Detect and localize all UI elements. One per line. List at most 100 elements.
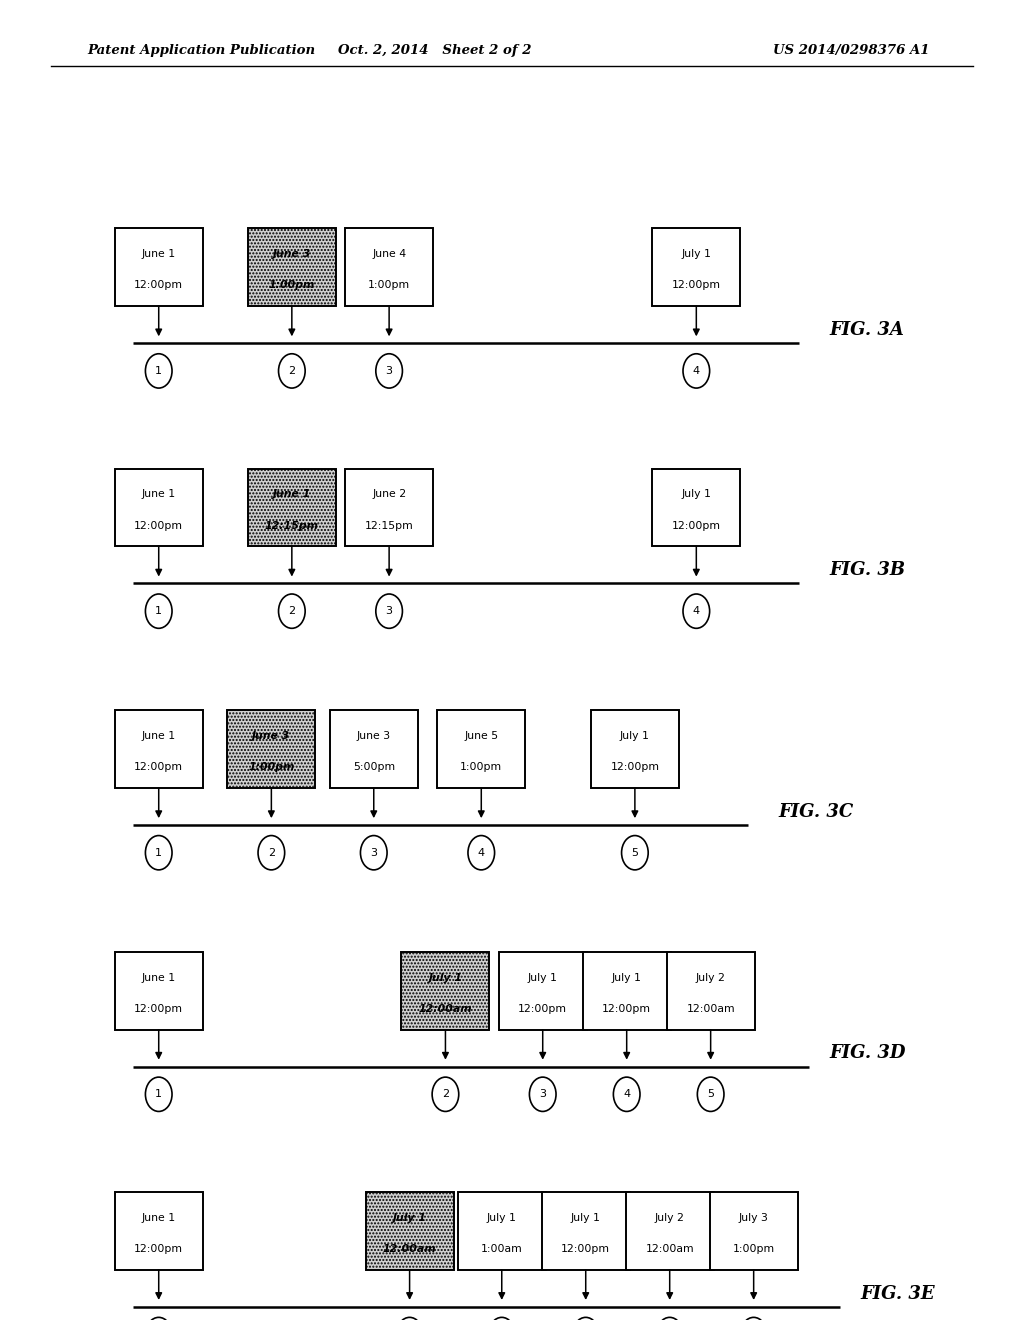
Text: July 1: July 1	[620, 731, 650, 741]
Text: 1:00am: 1:00am	[481, 1243, 522, 1254]
Text: 12:00pm: 12:00pm	[134, 280, 183, 290]
Text: 1:00pm: 1:00pm	[732, 1243, 775, 1254]
Text: July 2: July 2	[654, 1213, 685, 1222]
Circle shape	[279, 594, 305, 628]
Text: 5: 5	[708, 1089, 714, 1100]
FancyBboxPatch shape	[115, 952, 203, 1030]
Text: July 1: July 1	[527, 973, 558, 982]
Text: 4: 4	[624, 1089, 630, 1100]
Text: 12:00pm: 12:00pm	[134, 762, 183, 772]
Text: June 1: June 1	[272, 490, 311, 499]
Text: FIG. 3A: FIG. 3A	[829, 321, 904, 339]
Text: 12:00am: 12:00am	[383, 1243, 436, 1254]
Text: FIG. 3D: FIG. 3D	[829, 1044, 906, 1063]
Circle shape	[376, 354, 402, 388]
Text: FIG. 3C: FIG. 3C	[778, 803, 853, 821]
Text: 4: 4	[693, 606, 699, 616]
Text: Patent Application Publication: Patent Application Publication	[87, 44, 315, 57]
Text: 5: 5	[632, 847, 638, 858]
Text: July 1: July 1	[428, 973, 463, 982]
Circle shape	[360, 836, 387, 870]
Text: 5:00pm: 5:00pm	[352, 762, 395, 772]
Circle shape	[622, 836, 648, 870]
Circle shape	[697, 1077, 724, 1111]
FancyBboxPatch shape	[248, 228, 336, 306]
Text: 1:00pm: 1:00pm	[248, 762, 295, 772]
Text: June 4: June 4	[372, 249, 407, 259]
Text: 1: 1	[156, 847, 162, 858]
Text: 12:00pm: 12:00pm	[672, 280, 721, 290]
Text: 2: 2	[268, 847, 274, 858]
Text: 12:00pm: 12:00pm	[602, 1003, 651, 1014]
Circle shape	[145, 1077, 172, 1111]
Text: 3: 3	[540, 1089, 546, 1100]
Text: 3: 3	[386, 606, 392, 616]
Text: 12:00pm: 12:00pm	[561, 1243, 610, 1254]
FancyBboxPatch shape	[248, 469, 336, 546]
Text: 12:00pm: 12:00pm	[134, 1243, 183, 1254]
Text: 1:00pm: 1:00pm	[368, 280, 411, 290]
Text: July 1: July 1	[486, 1213, 517, 1222]
FancyBboxPatch shape	[115, 228, 203, 306]
Circle shape	[740, 1317, 767, 1320]
FancyBboxPatch shape	[542, 1192, 630, 1270]
FancyBboxPatch shape	[667, 952, 755, 1030]
Text: 1: 1	[156, 1089, 162, 1100]
Text: 2: 2	[289, 366, 295, 376]
Text: 1:00pm: 1:00pm	[460, 762, 503, 772]
Text: June 3: June 3	[252, 731, 291, 741]
FancyBboxPatch shape	[330, 710, 418, 788]
Circle shape	[396, 1317, 423, 1320]
FancyBboxPatch shape	[345, 469, 433, 546]
Text: 3: 3	[386, 366, 392, 376]
Text: 12:15pm: 12:15pm	[365, 520, 414, 531]
Text: 2: 2	[442, 1089, 449, 1100]
Text: 12:00pm: 12:00pm	[134, 1003, 183, 1014]
Text: 12:00pm: 12:00pm	[518, 1003, 567, 1014]
Text: 4: 4	[693, 366, 699, 376]
Text: June 1: June 1	[141, 973, 176, 982]
Text: July 3: July 3	[738, 1213, 769, 1222]
Text: June 1: June 1	[141, 490, 176, 499]
Text: 12:00am: 12:00am	[419, 1003, 472, 1014]
Circle shape	[145, 1317, 172, 1320]
Text: 2: 2	[289, 606, 295, 616]
FancyBboxPatch shape	[652, 228, 740, 306]
FancyBboxPatch shape	[626, 1192, 714, 1270]
Text: July 1: July 1	[392, 1213, 427, 1222]
Text: June 1: June 1	[141, 731, 176, 741]
FancyBboxPatch shape	[652, 469, 740, 546]
Text: 12:00pm: 12:00pm	[672, 520, 721, 531]
FancyBboxPatch shape	[710, 1192, 798, 1270]
Circle shape	[258, 836, 285, 870]
FancyBboxPatch shape	[345, 228, 433, 306]
Text: July 2: July 2	[695, 973, 726, 982]
Text: 12:00pm: 12:00pm	[610, 762, 659, 772]
Circle shape	[145, 594, 172, 628]
Circle shape	[279, 354, 305, 388]
Text: 12:15pm: 12:15pm	[265, 520, 318, 531]
Circle shape	[376, 594, 402, 628]
Circle shape	[683, 594, 710, 628]
Text: 4: 4	[478, 847, 484, 858]
Text: 1: 1	[156, 366, 162, 376]
Text: 1:00pm: 1:00pm	[268, 280, 315, 290]
Circle shape	[145, 354, 172, 388]
Text: June 3: June 3	[356, 731, 391, 741]
FancyBboxPatch shape	[115, 1192, 203, 1270]
FancyBboxPatch shape	[115, 710, 203, 788]
Text: FIG. 3E: FIG. 3E	[860, 1284, 935, 1303]
FancyBboxPatch shape	[401, 952, 489, 1030]
Text: 12:00am: 12:00am	[686, 1003, 735, 1014]
Text: June 1: June 1	[141, 249, 176, 259]
FancyBboxPatch shape	[437, 710, 525, 788]
Text: June 5: June 5	[464, 731, 499, 741]
Text: 12:00am: 12:00am	[645, 1243, 694, 1254]
Circle shape	[683, 354, 710, 388]
FancyBboxPatch shape	[499, 952, 587, 1030]
Text: June 3: June 3	[272, 249, 311, 259]
Circle shape	[145, 836, 172, 870]
FancyBboxPatch shape	[227, 710, 315, 788]
Circle shape	[613, 1077, 640, 1111]
Circle shape	[468, 836, 495, 870]
